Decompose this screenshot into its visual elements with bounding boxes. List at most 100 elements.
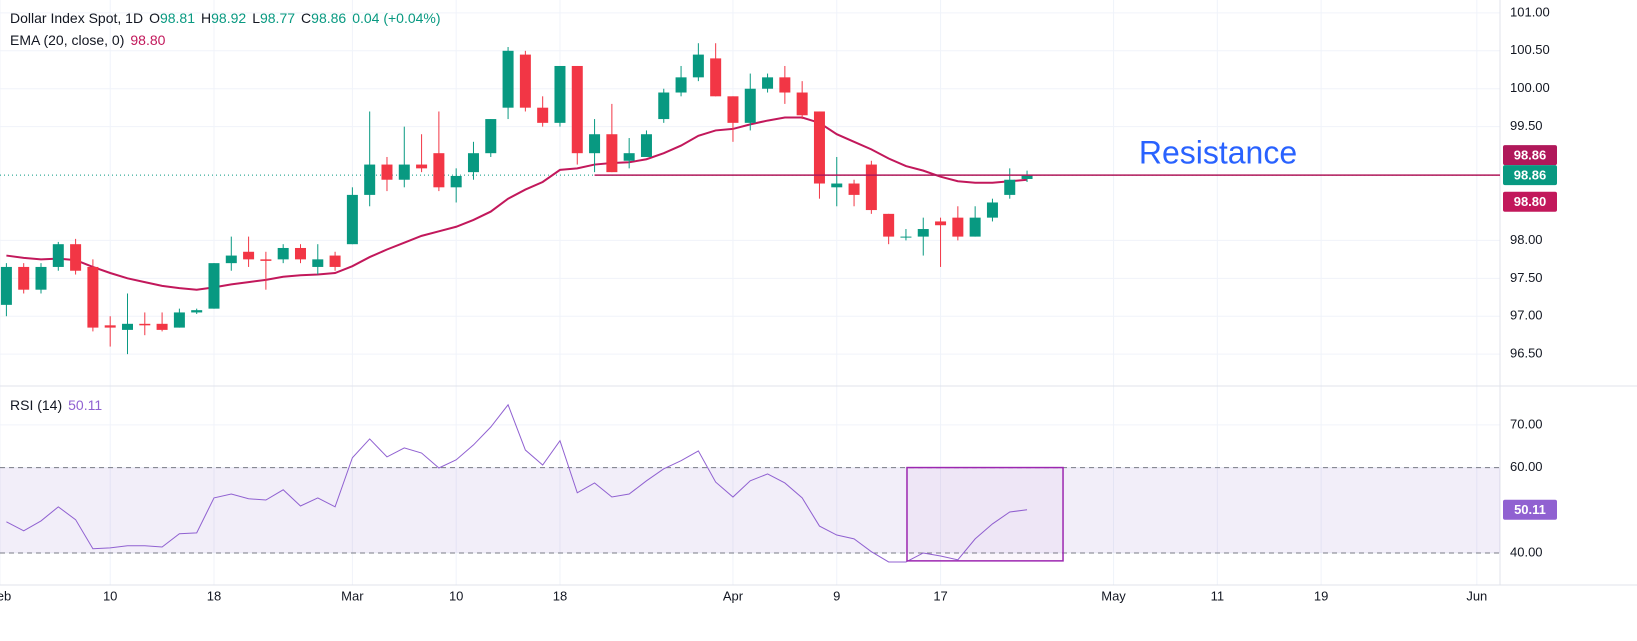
x-tick-label: 10 [449,588,463,603]
x-tick-label: 10 [103,588,117,603]
candle-body [1021,175,1033,179]
candle-body [658,92,670,120]
candle-body [243,251,255,260]
candle-body [900,236,912,238]
candle-body [744,88,756,123]
y-tick-label: 97.00 [1510,308,1543,323]
ohlc-value: 98.86 [311,10,347,26]
rsi-band [0,467,1500,553]
candle-body [87,266,99,328]
candle-body [796,92,808,116]
candle-body [260,259,272,261]
candle-body [675,77,687,93]
candle-body [779,77,791,93]
ema-legend: EMA (20, close, 0) 98.80 [10,32,165,48]
symbol-title: Dollar Index Spot, 1D [10,10,144,26]
candle-body [589,134,601,154]
rsi-badge-label: 50.11 [1514,502,1546,517]
y-tick-label: 100.50 [1510,42,1550,57]
candle-body [416,164,428,169]
change: 0.04 (+0.04%) [352,10,441,26]
y-tick-label: 60.00 [1510,459,1543,474]
candle-body [364,164,376,195]
candle-body [554,65,566,123]
candle-body [519,54,531,108]
candle-body [294,247,306,260]
ohlc-value: 98.92 [211,10,247,26]
ohlc-item: H98.92 [201,10,246,26]
rsi-line [6,403,1028,563]
ohlc-value: 98.77 [259,10,296,26]
candle-body [502,50,514,108]
candle-body [208,263,220,309]
ema-badge [1503,191,1557,212]
rsi-legend: RSI (14) 50.11 [10,397,102,413]
candle-body [969,217,981,237]
last-price-badge-label: 98.86 [1514,168,1547,183]
candle-body [121,323,133,330]
y-tick-label: 98.00 [1510,232,1543,247]
candle-body [848,183,860,195]
ohlc-value: 98.81 [159,10,196,26]
candle-body [986,202,998,218]
price-legend: Dollar Index Spot, 1D O98.81 H98.92 L98.77 C… [10,10,441,26]
ohlc-letter: O [149,10,160,26]
candle-body [173,312,185,328]
candle-body [398,164,410,180]
candle-body [813,111,825,184]
rsi-name: RSI (14) [10,397,63,413]
ohlc-item: O98.81 [149,10,195,26]
y-tick-label: 97.50 [1510,270,1543,285]
candle-body [692,54,704,78]
candle-body [917,229,929,237]
ema-badge-label: 98.80 [1514,194,1547,209]
candle-body [935,221,947,226]
x-tick-label: 9 [833,588,840,603]
x-tick-label: 11 [1211,588,1225,603]
candle-body [762,77,774,89]
candle-body [883,213,895,237]
candle-body [623,153,635,161]
candle-body [191,310,203,313]
x-tick-label: Mar [341,588,364,603]
ema-line [6,116,1028,291]
candle-body [831,183,843,188]
rsi-box [906,466,1064,562]
rsi-badge [1503,499,1557,520]
y-tick-label: 96.50 [1510,346,1543,361]
candle-body [485,119,497,154]
y-tick-label: 100.00 [1510,80,1550,95]
candle-body [467,153,479,173]
candle-body [381,164,393,180]
ema-name: EMA (20, close, 0) [10,32,125,48]
y-tick-label: 99.50 [1510,118,1543,133]
candle-body [710,58,722,97]
candle-body [52,244,64,267]
x-tick-label: 17 [933,588,947,603]
y-tick-label: 101.00 [1510,4,1550,19]
candle-body [225,255,237,264]
candle-body [277,247,289,260]
rsi-value: 50.11 [68,397,103,413]
candle-body [18,266,30,290]
ema-value: 98.80 [130,32,166,48]
candle-body [1004,179,1016,195]
x-tick-label: Jun [1466,588,1487,603]
candle-body [346,194,358,245]
x-tick-label: May [1101,588,1126,603]
resistance-badge-label: 98.86 [1514,148,1547,163]
candle-body [139,323,151,326]
candle-body [450,175,462,188]
x-tick-label: Feb [0,588,11,603]
candle-body [0,266,12,305]
ohlc-item: L98.77 [252,10,295,26]
candle-body [156,323,168,330]
x-tick-label: Apr [723,588,744,603]
candle-body [329,255,341,267]
ohlc-letter: C [301,10,312,26]
candle-body [537,107,549,123]
ohlc-letter: H [201,10,212,26]
y-tick-label: 70.00 [1510,416,1543,431]
